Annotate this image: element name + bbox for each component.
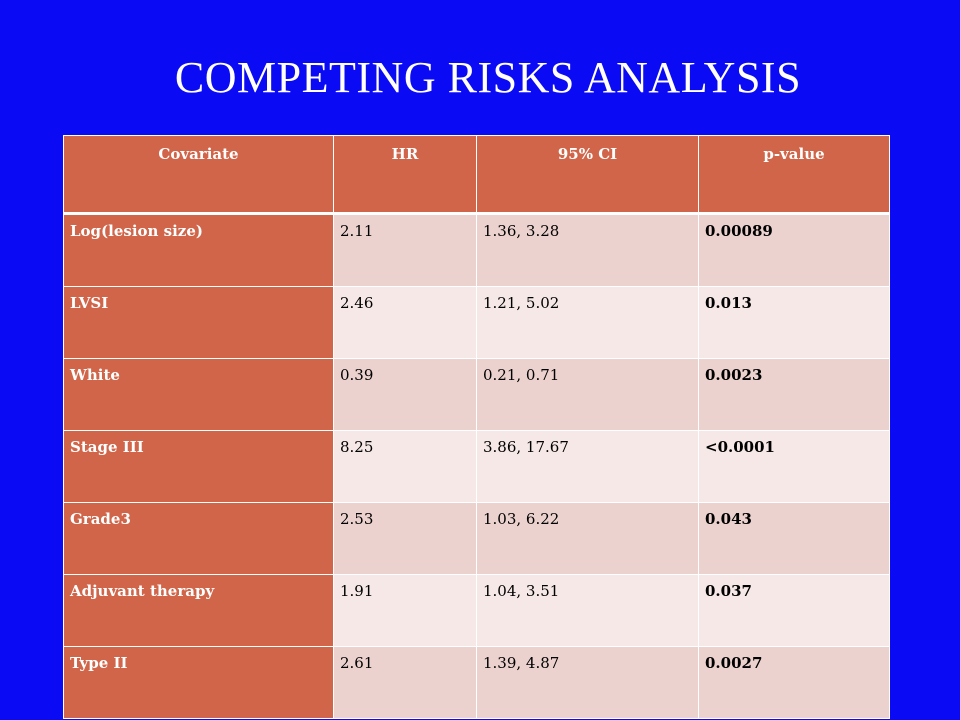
ci-cell: 1.04, 3.51 xyxy=(476,574,699,647)
ci-cell: 1.03, 6.22 xyxy=(476,502,699,575)
p-value-cell: 0.00089 xyxy=(698,213,890,287)
hr-cell: 0.39 xyxy=(333,358,477,431)
p-value-cell: 0.0027 xyxy=(698,646,890,719)
header-covariate: Covariate xyxy=(63,135,334,215)
ci-cell: 1.21, 5.02 xyxy=(476,286,699,359)
table-row: LVSI 2.46 1.21, 5.02 0.013 xyxy=(63,286,890,359)
table-row: Type II 2.61 1.39, 4.87 0.0027 xyxy=(63,646,890,719)
ci-cell: 1.36, 3.28 xyxy=(476,213,699,287)
covariate-cell: LVSI xyxy=(63,286,334,359)
covariate-cell: Type II xyxy=(63,646,334,719)
covariate-cell: Grade3 xyxy=(63,502,334,575)
hr-cell: 1.91 xyxy=(333,574,477,647)
table-row: Adjuvant therapy 1.91 1.04, 3.51 0.037 xyxy=(63,574,890,647)
p-value-cell: 0.037 xyxy=(698,574,890,647)
p-value-cell: 0.013 xyxy=(698,286,890,359)
covariate-cell: White xyxy=(63,358,334,431)
covariate-cell: Stage III xyxy=(63,430,334,503)
hr-cell: 2.53 xyxy=(333,502,477,575)
covariate-cell: Adjuvant therapy xyxy=(63,574,334,647)
ci-cell: 3.86, 17.67 xyxy=(476,430,699,503)
table-row: White 0.39 0.21, 0.71 0.0023 xyxy=(63,358,890,431)
hr-cell: 8.25 xyxy=(333,430,477,503)
hr-cell: 2.46 xyxy=(333,286,477,359)
hr-cell: 2.61 xyxy=(333,646,477,719)
results-table-container: Covariate HR 95% CI p-value Log(lesion s… xyxy=(63,135,890,719)
header-ci: 95% CI xyxy=(476,135,699,215)
covariate-cell: Log(lesion size) xyxy=(63,213,334,287)
table-row: Log(lesion size) 2.11 1.36, 3.28 0.00089 xyxy=(63,213,890,287)
header-hr: HR xyxy=(333,135,477,215)
p-value-cell: <0.0001 xyxy=(698,430,890,503)
table-row: Grade3 2.53 1.03, 6.22 0.043 xyxy=(63,502,890,575)
slide-title: COMPETING RISKS ANALYSIS xyxy=(174,53,802,102)
table-header-row: Covariate HR 95% CI p-value xyxy=(63,135,890,215)
p-value-cell: 0.043 xyxy=(698,502,890,575)
ci-cell: 1.39, 4.87 xyxy=(476,646,699,719)
header-p-value: p-value xyxy=(698,135,890,215)
hr-cell: 2.11 xyxy=(333,213,477,287)
table-row: Stage III 8.25 3.86, 17.67 <0.0001 xyxy=(63,430,890,503)
competing-risks-table: Covariate HR 95% CI p-value Log(lesion s… xyxy=(63,135,890,719)
p-value-cell: 0.0023 xyxy=(698,358,890,431)
ci-cell: 0.21, 0.71 xyxy=(476,358,699,431)
